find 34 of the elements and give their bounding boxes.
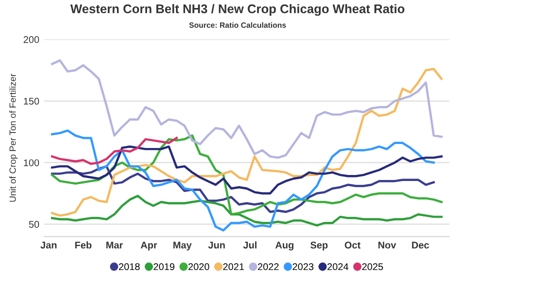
- line-series: [50, 129, 435, 232]
- x-tick-label: Feb: [75, 241, 92, 249]
- chart-title: Western Corn Belt NH3 / New Crop Chicago Wheat Ratio: [70, 4, 404, 16]
- legend-label: 2023: [292, 263, 314, 270]
- x-tick-label: Jan: [40, 242, 57, 249]
- legend-label: 2025: [362, 263, 383, 270]
- line-series: [50, 165, 435, 213]
- line-series: [50, 145, 443, 195]
- x-tick-label: Aug: [275, 242, 294, 250]
- x-tick-label: Dec: [412, 242, 429, 249]
- line-series: [50, 136, 178, 165]
- line-series: [50, 59, 443, 159]
- x-tick-label: Mar: [106, 242, 123, 249]
- y-tick-label: 200: [24, 36, 40, 44]
- line-series: [50, 68, 443, 217]
- y-tick-label: 100: [24, 159, 40, 166]
- x-tick-label: Apr: [140, 242, 158, 250]
- legend-label: 2022: [258, 263, 279, 270]
- legend-label: 2024: [327, 263, 348, 270]
- x-tick-label: Jun: [208, 242, 225, 249]
- legend-label: 2021: [223, 263, 244, 270]
- x-tick-label: Nov: [378, 242, 396, 249]
- legend-label: 2018: [118, 263, 140, 270]
- line-series: [50, 194, 443, 227]
- y-axis-title: Unit of Crop Per Ton of Fertilizer: [9, 74, 18, 202]
- x-tick-label: Oct: [344, 242, 360, 249]
- x-tick-label: Sep: [310, 242, 328, 250]
- y-tick-label: 50: [28, 220, 40, 228]
- legend-label: 2020: [188, 263, 210, 270]
- line-series: [50, 134, 443, 216]
- legend-label: 2019: [154, 263, 174, 270]
- x-tick-label: May: [173, 242, 192, 250]
- x-tick-label: Jul: [243, 241, 256, 249]
- y-tick-label: 150: [24, 98, 40, 105]
